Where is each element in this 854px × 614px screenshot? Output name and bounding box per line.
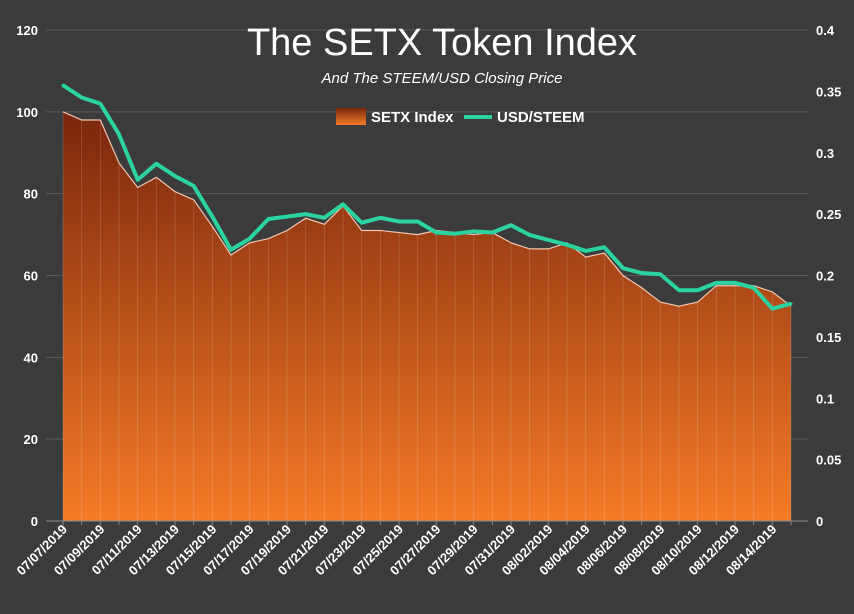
y-axis-right-tick-label: 0.1 (816, 391, 834, 406)
usd-steem-line-series (61, 83, 793, 311)
y-axis-right-tick-label: 0.35 (816, 84, 841, 99)
usd-steem-point (752, 286, 756, 290)
usd-steem-point (378, 216, 382, 220)
chart-title: The SETX Token Index (247, 22, 637, 64)
usd-steem-point (416, 219, 420, 223)
y-axis-right-tick-label: 0.4 (816, 23, 835, 38)
usd-steem-point (173, 174, 177, 178)
usd-steem-point (696, 288, 700, 292)
y-axis-right-tick-label: 0.2 (816, 269, 834, 284)
usd-steem-point (733, 281, 737, 285)
usd-steem-point (154, 162, 158, 166)
usd-steem-point (789, 302, 793, 306)
legend-label-setx-index: SETX Index (371, 109, 454, 126)
usd-steem-point (546, 238, 550, 242)
y-axis-left-tick-label: 80 (24, 187, 38, 202)
y-axis-left-tick-label: 60 (24, 269, 38, 284)
chart-subtitle: And The STEEM/USD Closing Price (321, 70, 563, 87)
usd-steem-point (714, 281, 718, 285)
usd-steem-point (490, 231, 494, 235)
usd-steem-point (229, 248, 233, 252)
legend: SETX Index USD/STEEM (336, 108, 585, 126)
usd-steem-point (248, 237, 252, 241)
usd-steem-point (434, 231, 438, 235)
usd-steem-point (136, 178, 140, 182)
usd-steem-point (266, 217, 270, 221)
usd-steem-point (472, 229, 476, 233)
setx-area-series (62, 111, 792, 521)
usd-steem-point (565, 243, 569, 247)
y-axis-right-tick-label: 0.05 (816, 453, 841, 468)
y-axis-right-tick-label: 0.3 (816, 146, 834, 161)
setx-index-area (63, 111, 791, 521)
usd-steem-point (98, 102, 102, 106)
usd-steem-point (322, 216, 326, 220)
usd-steem-point (285, 215, 289, 219)
usd-steem-point (210, 215, 214, 219)
usd-steem-point (677, 288, 681, 292)
y-axis-left-tick-label: 0 (31, 514, 38, 529)
y-axis-right-tick-label: 0.25 (816, 207, 841, 222)
usd-steem-line (61, 83, 792, 311)
usd-steem-point (584, 249, 588, 253)
usd-steem-point (360, 221, 364, 225)
usd-steem-point (341, 202, 345, 206)
usd-steem-point (621, 266, 625, 270)
usd-steem-point (192, 184, 196, 188)
usd-steem-point (80, 96, 84, 100)
legend-label-usd-steem: USD/STEEM (497, 109, 585, 126)
usd-steem-point (528, 233, 532, 237)
usd-steem-point (304, 212, 308, 216)
usd-steem-point (770, 307, 774, 311)
usd-steem-point (61, 83, 65, 87)
y-axis-left-tick-label: 120 (16, 23, 38, 38)
usd-steem-point (658, 272, 662, 276)
y-axis-left-tick-label: 100 (16, 105, 38, 120)
usd-steem-point (640, 271, 644, 275)
y-axis-right-tick-label: 0 (816, 514, 823, 529)
usd-steem-point (453, 232, 457, 236)
y-axis-left-tick-label: 40 (24, 350, 38, 365)
legend-swatch-setx-index (336, 108, 366, 125)
y-axis-right-tick-label: 0.15 (816, 330, 841, 345)
setx-index-outline (62, 111, 792, 307)
usd-steem-point (509, 223, 513, 227)
usd-steem-point (602, 245, 606, 249)
usd-steem-point (397, 219, 401, 223)
usd-steem-point (117, 132, 121, 136)
y-axis-left-tick-label: 20 (24, 432, 38, 447)
